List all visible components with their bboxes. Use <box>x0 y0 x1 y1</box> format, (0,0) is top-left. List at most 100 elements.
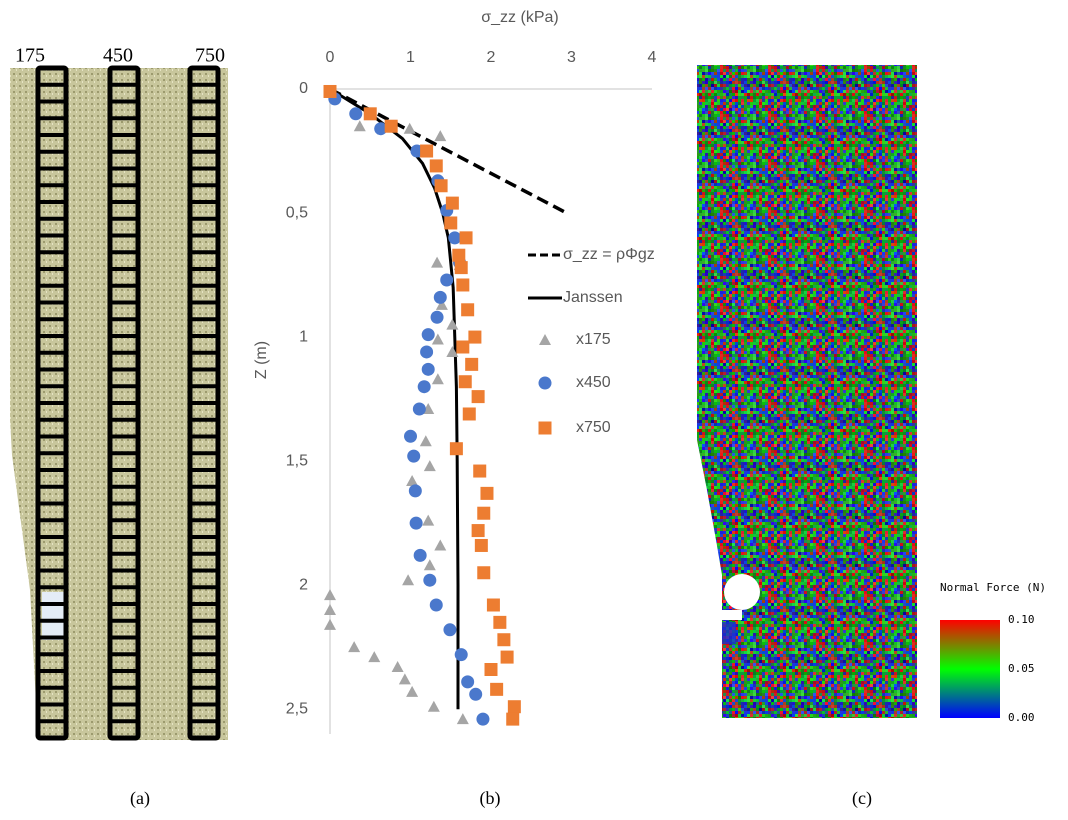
point <box>423 574 436 587</box>
colorbar <box>940 620 1000 718</box>
point <box>422 328 435 341</box>
figure: 175 450 750 (a) σ_zz (kPa) Z (m) (b) 0 1 2… <box>0 0 1068 820</box>
column-label: 450 <box>103 45 133 67</box>
point <box>432 373 444 384</box>
point <box>455 261 468 274</box>
point <box>348 641 360 652</box>
legend-label: x450 <box>576 374 611 391</box>
point <box>444 216 457 229</box>
point <box>434 291 447 304</box>
point <box>435 179 448 192</box>
legend-label: x750 <box>576 419 611 436</box>
point <box>477 507 490 520</box>
point <box>493 616 506 629</box>
x-tick-label: 3 <box>567 49 576 66</box>
point <box>477 566 490 579</box>
y-axis-title: Z (m) <box>253 341 270 379</box>
point <box>404 430 417 443</box>
point <box>422 363 435 376</box>
x-tick-label: 2 <box>487 49 496 66</box>
point <box>420 345 433 358</box>
point <box>406 475 418 486</box>
y-tick-label: 0,5 <box>286 204 308 221</box>
point <box>476 713 489 726</box>
point <box>473 465 486 478</box>
x-tick-label: 4 <box>648 49 657 66</box>
point <box>490 683 503 696</box>
x-tick-label: 0 <box>326 49 335 66</box>
point <box>407 450 420 463</box>
point <box>324 619 336 630</box>
column-label: 175 <box>15 45 45 67</box>
y-tick-label: 1 <box>299 328 308 345</box>
point <box>475 539 488 552</box>
legend-symbol <box>539 422 552 435</box>
point <box>431 257 443 268</box>
point <box>418 380 431 393</box>
point <box>508 700 521 713</box>
point <box>424 559 436 570</box>
y-tick-label: 0 <box>299 80 308 97</box>
legend-label: x175 <box>576 331 611 348</box>
point <box>465 358 478 371</box>
x-tick-label: 1 <box>406 49 415 66</box>
point <box>487 599 500 612</box>
point <box>430 599 443 612</box>
y-tick-label: 2,5 <box>286 700 308 717</box>
colorbar-tick-label: 0.05 <box>1008 662 1035 675</box>
point <box>440 274 453 287</box>
point <box>324 85 337 98</box>
point <box>364 107 377 120</box>
colorbar-title: Normal Force (N) <box>940 581 1046 594</box>
point <box>457 713 469 724</box>
point <box>459 375 472 388</box>
x-axis-title: σ_zz (kPa) <box>481 9 558 26</box>
point <box>468 331 481 344</box>
column-label: 750 <box>195 45 225 67</box>
point <box>434 130 446 141</box>
point <box>501 651 514 664</box>
point <box>506 713 519 726</box>
point <box>461 303 474 316</box>
point <box>461 675 474 688</box>
point <box>420 435 432 446</box>
point <box>434 539 446 550</box>
point <box>450 442 463 455</box>
point <box>324 604 336 615</box>
caption: (a) <box>130 788 150 809</box>
point <box>485 663 498 676</box>
caption: (b) <box>480 788 501 809</box>
caption: (c) <box>852 788 872 809</box>
point <box>469 688 482 701</box>
point <box>455 648 468 661</box>
point <box>443 623 456 636</box>
panel-b: σ_zz (kPa) Z (m) (b) 0 1 2 3 4 0 0,5 1 1,5 2 2,5 σ_… <box>253 9 656 809</box>
point <box>399 673 411 684</box>
point <box>430 159 443 172</box>
point <box>402 574 414 585</box>
point <box>456 278 469 291</box>
point <box>422 515 434 526</box>
point <box>354 120 366 131</box>
legend-label: σ_zz = ρΦgz <box>563 246 655 263</box>
point <box>497 633 510 646</box>
point <box>410 517 423 530</box>
point <box>446 319 458 330</box>
point <box>472 390 485 403</box>
point <box>420 145 433 158</box>
colorbar-tick-label: 0.00 <box>1008 711 1035 724</box>
point <box>392 661 404 672</box>
point <box>460 231 473 244</box>
point <box>404 123 416 134</box>
legend-symbol <box>539 377 552 390</box>
point <box>480 487 493 500</box>
point <box>349 107 362 120</box>
y-tick-label: 2 <box>299 576 308 593</box>
point <box>456 341 469 354</box>
point <box>424 460 436 471</box>
panel-c: Normal Force (N) (c) 0.100.050.00 <box>697 65 1046 809</box>
point <box>448 231 461 244</box>
y-tick-label: 1,5 <box>286 452 308 469</box>
point <box>324 589 336 600</box>
panel-a: 175 450 750 (a) <box>10 45 228 810</box>
